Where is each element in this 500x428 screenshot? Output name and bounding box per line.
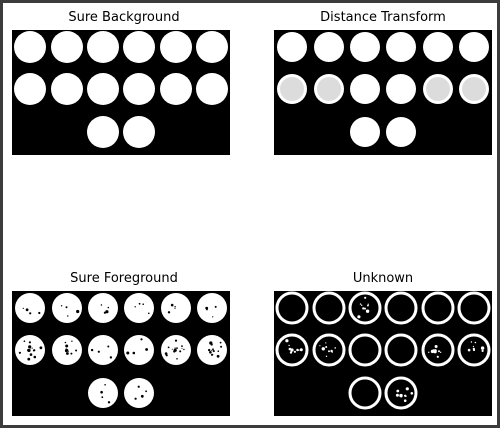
coin-blob: [350, 32, 380, 62]
coin-blob: [275, 291, 309, 325]
coin-blob: [384, 333, 418, 367]
coin-mask-svg: [15, 293, 227, 408]
coin-blob: [88, 378, 118, 408]
sure-foreground-image: [12, 291, 230, 416]
coin-blob: [386, 32, 416, 62]
coin-blob: [15, 293, 45, 323]
coin-blob: [384, 376, 418, 410]
coin-blob: [52, 335, 82, 365]
figure-window: Sure Background Distance Transform Sure …: [3, 3, 497, 425]
coin-blob: [350, 74, 380, 104]
coin-blob: [277, 32, 307, 62]
coin-blob: [51, 73, 83, 105]
coin-blob: [423, 32, 453, 62]
coin-blob: [386, 74, 416, 104]
coin-blob: [123, 116, 155, 148]
coin-blob: [124, 335, 154, 365]
coin-blob: [88, 293, 118, 323]
coin-blob: [457, 291, 491, 325]
coin-blob: [459, 32, 489, 62]
coin-blob: [457, 333, 491, 367]
unknown-image: [274, 291, 492, 416]
coin-blob: [88, 335, 118, 365]
coin-blob: [160, 31, 192, 63]
coin-blob: [14, 73, 46, 105]
subplot-title-sure-foreground: Sure Foreground: [70, 271, 178, 286]
coin-mask-svg: [275, 291, 491, 410]
coin-blob: [421, 333, 455, 367]
coin-blob: [350, 117, 380, 147]
coin-blob: [161, 293, 191, 323]
coin-blob: [384, 291, 418, 325]
coin-blob: [124, 378, 154, 408]
sure-background-image: [12, 30, 230, 155]
subplot-title-sure-background: Sure Background: [68, 10, 180, 25]
distance-transform-image: [274, 30, 492, 155]
coin-blob: [14, 31, 46, 63]
coin-blob: [197, 335, 227, 365]
coin-blob: [123, 31, 155, 63]
coin-blob: [459, 74, 489, 104]
subplot-title-unknown: Unknown: [352, 271, 414, 286]
coin-blob: [87, 116, 119, 148]
coin-blob: [348, 333, 382, 367]
coin-blob: [197, 293, 227, 323]
coin-blob: [314, 32, 344, 62]
coin-blob: [421, 291, 455, 325]
coin-blob: [277, 74, 307, 104]
coin-blob: [312, 333, 346, 367]
coin-mask-svg: [277, 32, 489, 147]
coin-mask-svg: [14, 31, 228, 148]
subplot-title-distance-transform: Distance Transform: [320, 10, 446, 25]
coin-blob: [123, 73, 155, 105]
coin-blob: [15, 335, 45, 365]
coin-blob: [312, 291, 346, 325]
coin-blob: [314, 74, 344, 104]
coin-blob: [52, 293, 82, 323]
coin-blob: [161, 335, 191, 365]
coin-blob: [160, 73, 192, 105]
coin-blob: [124, 293, 154, 323]
coin-blob: [196, 31, 228, 63]
coin-blob: [87, 31, 119, 63]
coin-blob: [423, 74, 453, 104]
coin-blob: [348, 376, 382, 410]
coin-blob: [348, 291, 382, 325]
coin-blob: [275, 333, 309, 367]
coin-blob: [87, 73, 119, 105]
coin-blob: [386, 117, 416, 147]
coin-blob: [196, 73, 228, 105]
coin-blob: [51, 31, 83, 63]
